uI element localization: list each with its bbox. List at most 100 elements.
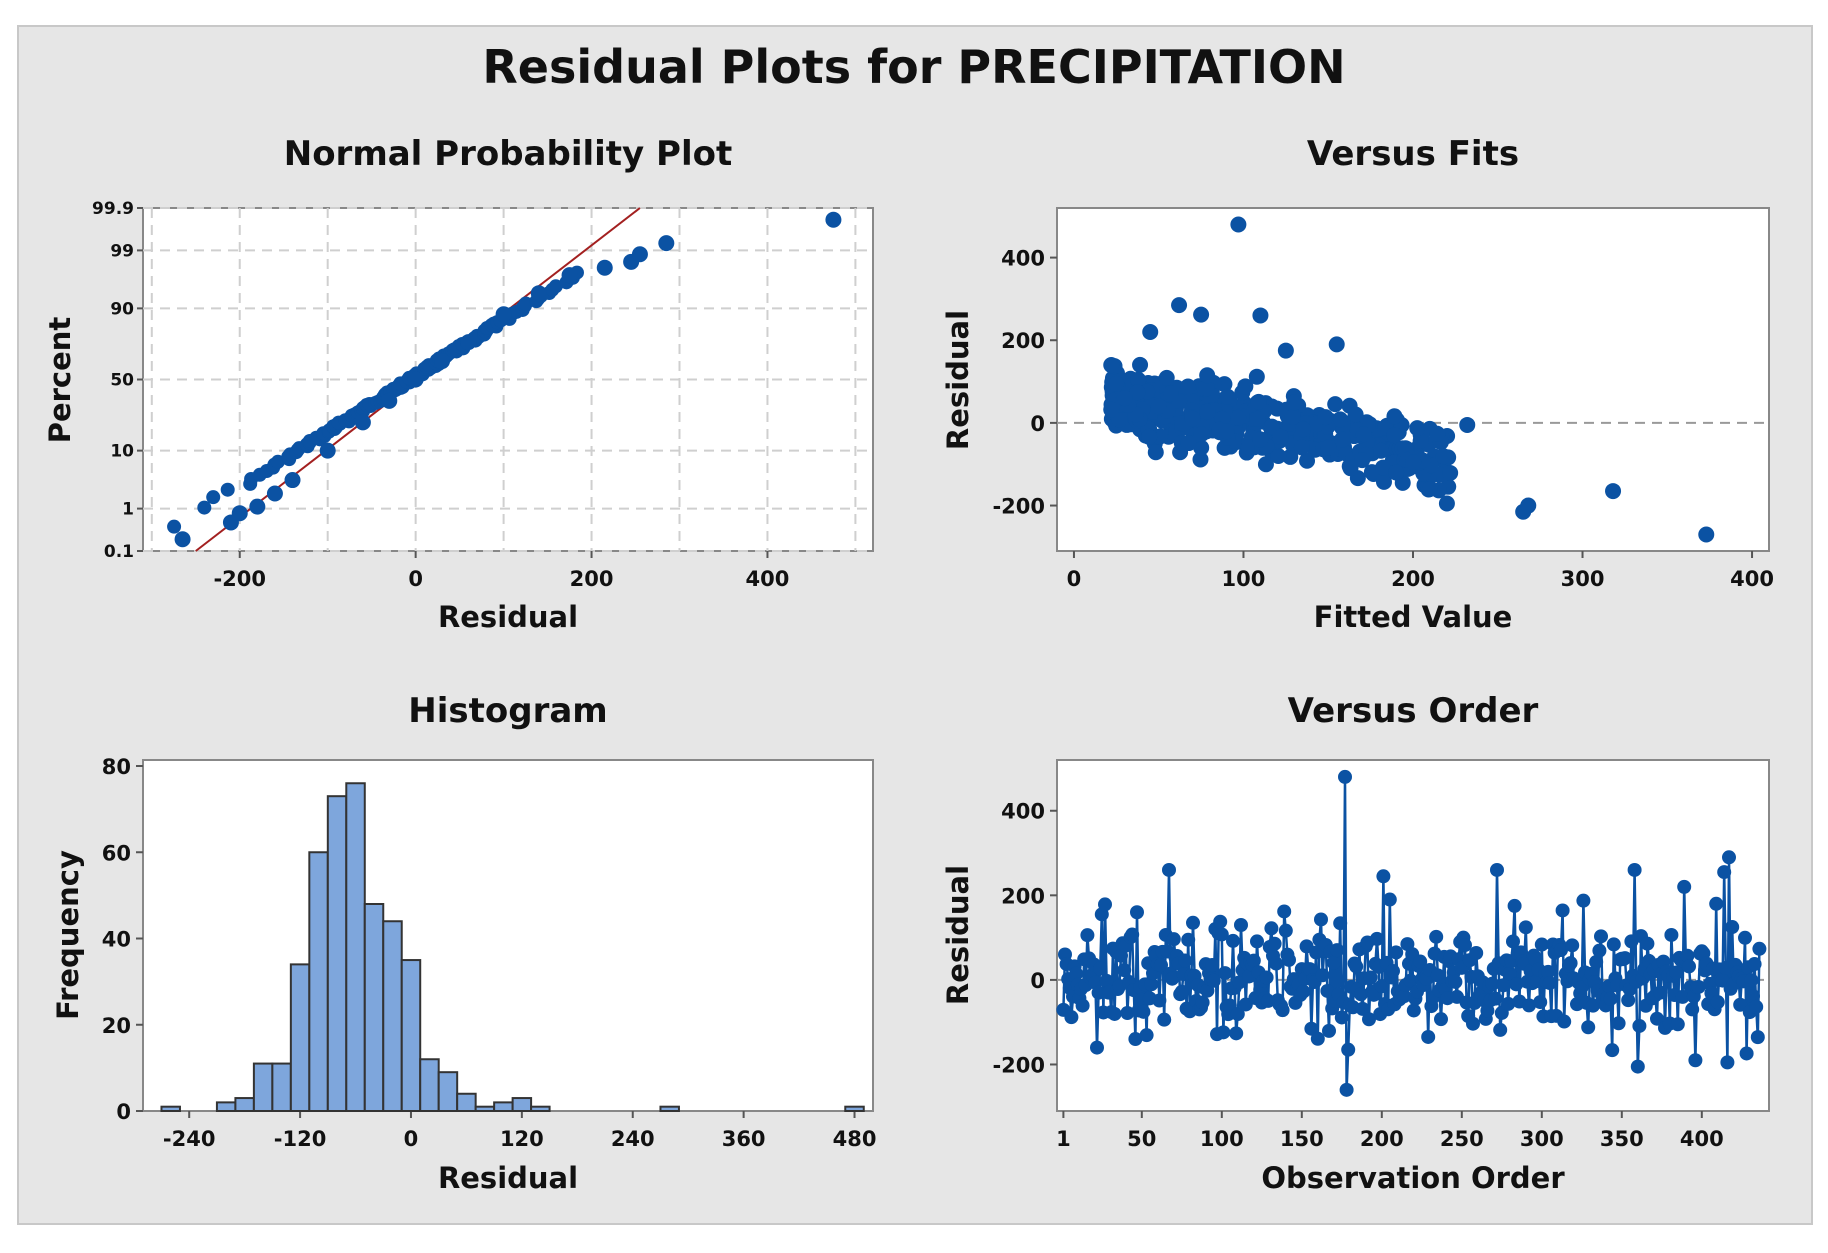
data-point xyxy=(1421,481,1438,498)
data-point xyxy=(1405,454,1422,471)
tick-label-x: 360 xyxy=(722,1127,766,1151)
data-point xyxy=(1354,452,1371,469)
data-point xyxy=(1501,996,1516,1011)
data-point xyxy=(1534,937,1549,952)
data-point xyxy=(1080,928,1095,943)
tick-label-y: 20 xyxy=(102,1014,131,1038)
data-point xyxy=(1139,1028,1154,1043)
ticks-versus-fits: 0 100 200 300 400 -200 0 200 400 xyxy=(992,247,1774,591)
data-point xyxy=(1328,336,1345,353)
data-point xyxy=(1581,1020,1596,1035)
xlabel-histogram: Residual xyxy=(438,1161,578,1195)
data-point xyxy=(1129,384,1146,401)
histogram-bar xyxy=(400,959,422,1112)
data-point xyxy=(1252,307,1269,324)
data-point xyxy=(1611,1016,1626,1031)
data-point xyxy=(1333,916,1348,931)
data-point xyxy=(1717,865,1732,880)
data-point xyxy=(407,371,424,388)
data-point xyxy=(1750,1030,1765,1045)
data-point xyxy=(1466,1016,1480,1031)
tick-label-x: 400 xyxy=(746,567,790,591)
data-point xyxy=(1541,964,1556,979)
data-point xyxy=(1107,1006,1122,1021)
data-point xyxy=(1576,893,1591,908)
plot-area-histogram xyxy=(142,759,874,1112)
tick-label-x: 0 xyxy=(1067,567,1082,591)
data-point xyxy=(1216,1025,1231,1040)
data-point xyxy=(1147,444,1164,461)
data-point xyxy=(1434,1012,1448,1027)
data-point xyxy=(381,392,398,409)
data-point xyxy=(1277,342,1294,359)
data-point xyxy=(1621,993,1636,1008)
data-point xyxy=(1507,898,1522,913)
data-point xyxy=(1269,956,1284,971)
xlabel-normal-probability: Residual xyxy=(438,600,578,634)
data-point xyxy=(1264,921,1279,936)
data-point xyxy=(1294,421,1311,438)
data-point xyxy=(206,490,221,505)
data-point xyxy=(1680,948,1695,963)
data-point xyxy=(518,296,533,311)
tick-label-x: 1 xyxy=(1056,1127,1071,1151)
data-point xyxy=(1355,1001,1370,1016)
tick-label-y: 90 xyxy=(110,299,134,319)
data-point xyxy=(1218,423,1235,440)
plot-versus-fits: 0 100 200 300 400 -200 0 200 400 Versus Fits Fit… xyxy=(941,134,1774,634)
data-point xyxy=(1165,971,1180,986)
data-point xyxy=(1747,957,1762,972)
data-point xyxy=(1214,927,1229,942)
histogram-bar xyxy=(844,1105,865,1112)
marks-versus-order xyxy=(1056,769,1769,1097)
data-point xyxy=(1725,920,1740,935)
data-point xyxy=(1375,473,1392,490)
data-point xyxy=(1310,1031,1325,1046)
data-point xyxy=(1174,984,1189,999)
tick-label-y: 99.9 xyxy=(92,199,134,219)
data-point xyxy=(1199,403,1216,420)
data-point xyxy=(1230,216,1247,233)
data-point xyxy=(1438,495,1455,512)
ylabel-histogram: Frequency xyxy=(51,850,85,1020)
data-point xyxy=(1296,984,1311,999)
data-point xyxy=(1349,959,1364,974)
data-point xyxy=(1397,989,1412,1004)
data-point xyxy=(1304,1021,1319,1036)
data-point xyxy=(1257,456,1274,473)
data-point xyxy=(1250,393,1267,410)
data-point xyxy=(1230,1007,1245,1022)
tick-label-x: 200 xyxy=(1360,1127,1404,1151)
data-point xyxy=(1162,862,1176,877)
tick-label-x: 480 xyxy=(833,1127,877,1151)
data-point xyxy=(1554,943,1568,958)
data-point xyxy=(1158,369,1175,386)
data-point xyxy=(1698,526,1715,543)
data-point xyxy=(1293,439,1310,456)
data-point xyxy=(1589,954,1604,969)
histogram-bar xyxy=(511,1097,533,1112)
data-point xyxy=(1286,394,1303,411)
tick-label-x: -120 xyxy=(274,1127,327,1151)
data-point xyxy=(1533,995,1548,1010)
data-point xyxy=(1520,497,1537,514)
data-point xyxy=(1485,976,1500,991)
data-point xyxy=(1120,1006,1135,1021)
data-point xyxy=(1722,850,1736,865)
data-point xyxy=(1720,1055,1735,1070)
data-point xyxy=(1327,396,1344,413)
histogram-bar xyxy=(289,963,311,1112)
data-point xyxy=(1229,1026,1244,1041)
data-point xyxy=(1322,1023,1336,1038)
tick-label-y: 40 xyxy=(102,928,131,952)
data-point xyxy=(1099,973,1114,988)
data-point xyxy=(530,285,547,302)
data-point xyxy=(1603,991,1618,1006)
histogram-bar xyxy=(659,1105,680,1112)
histogram-bar xyxy=(493,1101,514,1112)
data-point xyxy=(1090,1040,1104,1055)
data-point xyxy=(1150,398,1167,415)
data-point xyxy=(1282,952,1296,967)
plot-normal-probability: 0.1 1 10 50 90 99 99.9 -200 0 200 400 Normal Proba… xyxy=(43,134,874,634)
